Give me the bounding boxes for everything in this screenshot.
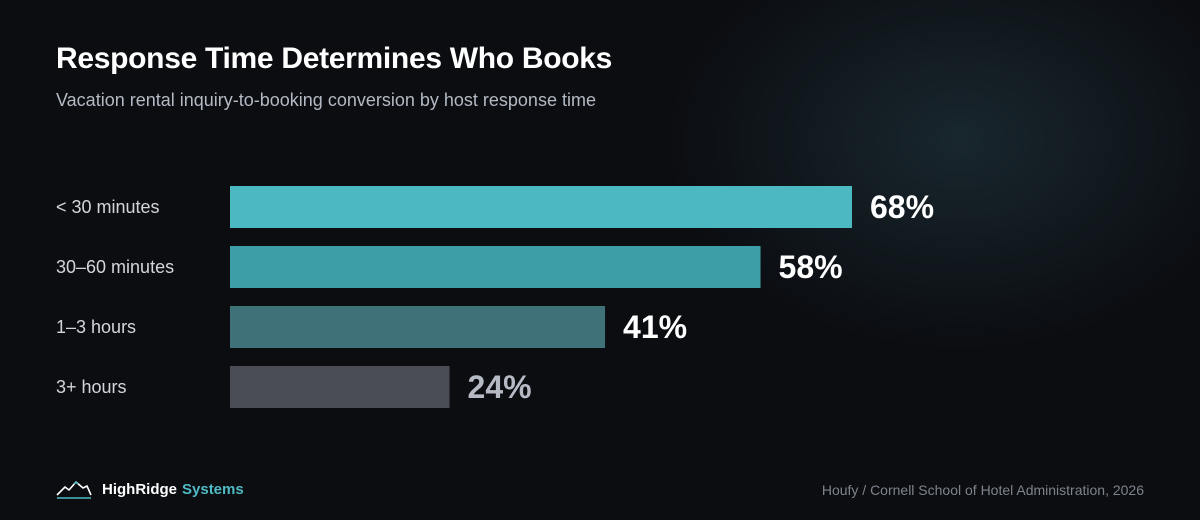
category-label: 30–60 minutes [56,257,174,277]
brand-name-primary: HighRidge [102,480,177,498]
chart-subtitle: Vacation rental inquiry-to-booking conve… [56,90,596,110]
source-note: Houfy / Cornell School of Hotel Administ… [821,482,1144,498]
brand-name-secondary: Systems [182,480,244,498]
chart-title: Response Time Determines Who Books [56,42,613,75]
category-label: 3+ hours [56,377,127,397]
mountain-icon [56,481,92,499]
bar [230,246,761,288]
value-label: 68% [870,189,934,225]
bar [230,366,450,408]
category-label: < 30 minutes [56,197,160,217]
bar-chart: < 30 minutes 68% 30–60 minutes 58% 1–3 hours… [56,186,934,408]
category-label: 1–3 hours [56,317,136,337]
value-label: 58% [779,249,843,285]
bar [230,306,606,348]
value-label: 24% [468,369,532,405]
value-label: 41% [623,309,687,345]
brand-logo: HighRidge Systems [56,478,244,500]
bar [230,186,852,228]
